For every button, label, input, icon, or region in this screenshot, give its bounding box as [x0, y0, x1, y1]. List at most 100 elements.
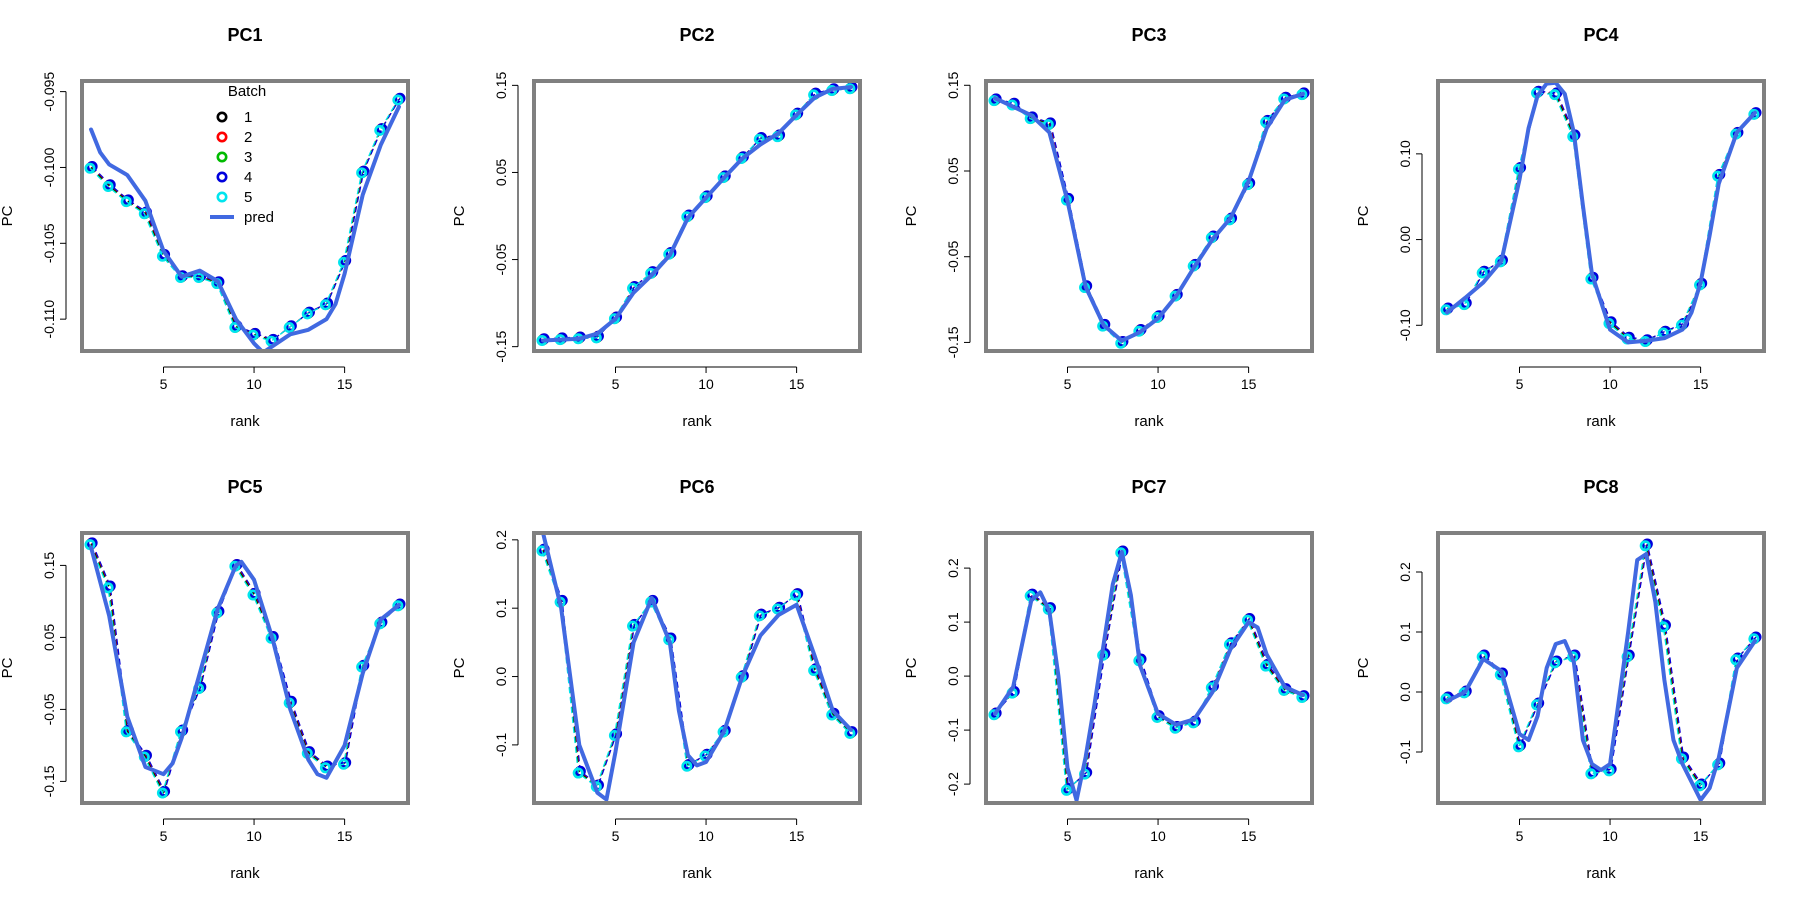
x-tick-label: 10	[1602, 828, 1618, 844]
plot-area	[84, 537, 406, 799]
x-tick-label: 15	[1693, 828, 1709, 844]
x-axis-label: rank	[230, 413, 260, 430]
plot-frame	[1436, 79, 1766, 353]
y-tick-label: -0.05	[945, 241, 961, 273]
batch-5-point	[301, 308, 313, 320]
batch-5-point	[120, 196, 132, 208]
pred-line	[993, 549, 1305, 803]
x-tick-label: 15	[1693, 376, 1709, 392]
batch-4-line	[544, 86, 853, 340]
y-tick-label: 0.0	[945, 666, 961, 686]
y-tick-label: 0.0	[1397, 682, 1413, 702]
x-axis-label: rank	[1134, 865, 1164, 882]
batch-5-line	[89, 99, 399, 342]
y-tick-label: 0.10	[1397, 140, 1413, 167]
batch-5-point	[1639, 540, 1651, 552]
y-tick-label: 0.05	[41, 624, 57, 651]
batch-5-point	[608, 313, 620, 325]
batch-5-line	[993, 552, 1303, 792]
batch-1-line	[542, 549, 852, 787]
plot-area	[1440, 538, 1762, 802]
batch-5-point	[988, 709, 1000, 721]
plot-frame	[80, 531, 410, 805]
batch-3-line	[994, 93, 1303, 344]
x-axis-label: rank	[1586, 413, 1616, 430]
panel-title: PC3	[1131, 25, 1166, 45]
plot-area	[84, 92, 406, 351]
x-tick-label: 15	[1241, 376, 1257, 392]
y-axis-label: PC	[903, 205, 920, 226]
batch-2-line	[543, 86, 852, 340]
panel-title: PC4	[1583, 25, 1618, 45]
batch-5-line	[993, 94, 1302, 345]
y-axis-label: PC	[1355, 205, 1372, 226]
batch-2-line	[995, 551, 1304, 790]
legend-label: 3	[244, 149, 252, 166]
panel-title: PC5	[227, 477, 262, 497]
batch-4-line	[995, 550, 1305, 790]
x-tick-label: 5	[1516, 376, 1524, 392]
batch-2-line	[543, 549, 853, 787]
x-tick-label: 10	[246, 376, 262, 392]
batch-5-point	[156, 787, 168, 799]
batch-5-point	[753, 610, 765, 622]
batch-5-point	[771, 603, 783, 615]
legend-label: pred	[244, 209, 274, 226]
plot-area	[988, 87, 1310, 349]
y-axis-label: PC	[1355, 657, 1372, 678]
x-tick-label: 15	[337, 376, 353, 392]
y-tick-label: 0.15	[41, 552, 57, 579]
x-tick-label: 5	[612, 828, 620, 844]
y-tick-label: -0.05	[41, 693, 57, 725]
plot-frame	[984, 531, 1314, 805]
y-tick-label: -0.2	[945, 772, 961, 796]
plot-area	[1440, 81, 1762, 348]
batch-3-line	[542, 87, 851, 341]
x-tick-label: 15	[337, 828, 353, 844]
x-tick-label: 10	[698, 376, 714, 392]
x-tick-label: 5	[612, 376, 620, 392]
y-tick-label: 0.05	[493, 159, 509, 186]
pred-line	[541, 85, 853, 343]
x-axis-label: rank	[230, 865, 260, 882]
y-axis-label: PC	[0, 205, 16, 226]
batch-5-line	[541, 550, 851, 788]
y-tick-label: 0.1	[493, 598, 509, 618]
batch-5-point	[102, 582, 114, 594]
batch-1-line	[994, 551, 1304, 791]
batch-5-point	[1512, 741, 1524, 753]
batch-5-line	[89, 544, 399, 795]
batch-5-point	[572, 767, 584, 779]
pred-line	[1445, 552, 1757, 802]
legend-batch-5-swatch	[216, 191, 228, 203]
panel-title: PC7	[1131, 477, 1166, 497]
legend-label: 5	[244, 189, 252, 206]
pred-line	[89, 104, 401, 351]
batch-5-point	[229, 322, 241, 334]
batch-5-point	[319, 762, 331, 774]
panel-title: PC6	[679, 477, 714, 497]
y-tick-label: -0.15	[945, 326, 961, 358]
y-tick-label: -0.095	[41, 72, 57, 112]
plot-frame	[532, 531, 862, 805]
batch-5-point	[1476, 267, 1488, 279]
batch-5-point	[1260, 660, 1272, 672]
batch-5-point	[84, 162, 96, 174]
batch-4-line	[996, 92, 1305, 343]
legend-label: 4	[244, 169, 252, 186]
batch-5-point	[102, 180, 114, 192]
y-axis-label: PC	[451, 205, 468, 226]
y-tick-label: 0.0	[493, 667, 509, 687]
batch-5-point	[1549, 89, 1561, 101]
batch-5-point	[392, 94, 404, 106]
batch-5-point	[356, 167, 368, 179]
legend-batch-1-swatch	[216, 111, 228, 123]
pred-line	[993, 91, 1305, 343]
y-tick-label: -0.10	[1397, 309, 1413, 341]
batch-5-point	[1223, 214, 1235, 226]
panel-pc2: PC2 rank PC 5 10 15 -0.15 -0.05 0.05 0.15	[451, 25, 862, 430]
y-tick-label: -0.05	[493, 243, 509, 275]
batch-3-line	[541, 550, 851, 788]
